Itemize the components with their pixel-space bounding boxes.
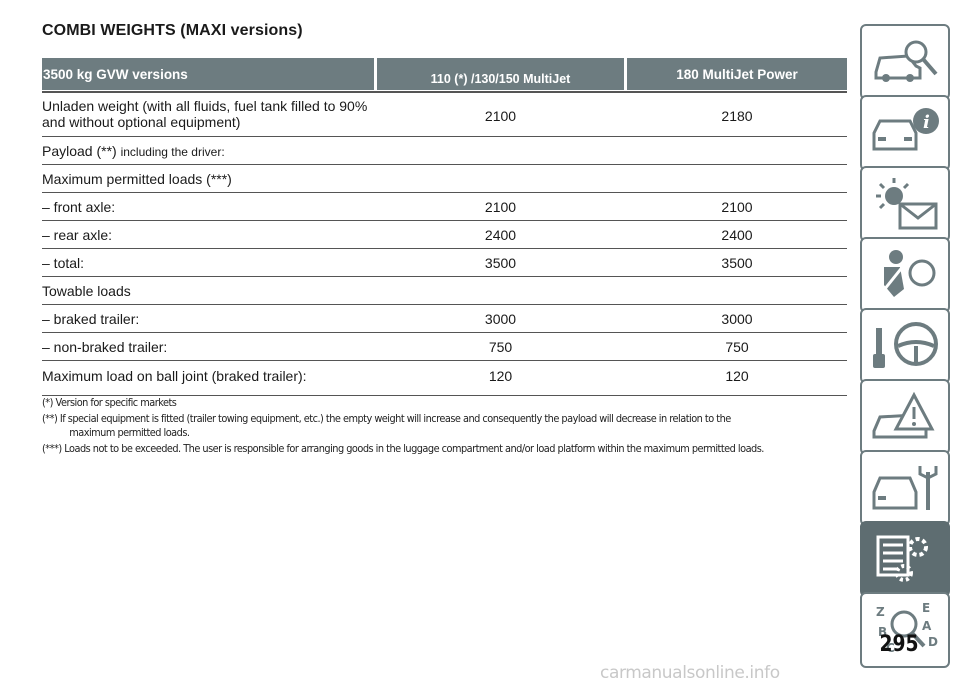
svg-text:A: A — [922, 619, 932, 633]
tab-car-info[interactable]: i — [860, 95, 950, 171]
tab-technical-data[interactable] — [860, 521, 950, 597]
row-value: 120 — [488, 368, 513, 384]
car-warning-icon — [872, 391, 935, 439]
footnote: (*) Version for specific markets — [42, 397, 177, 409]
row-label: – total: — [42, 255, 85, 271]
svg-text:D: D — [928, 635, 938, 649]
table-row: – total: 3500 3500 — [42, 249, 847, 277]
header-multijet-180: 180 MultiJet Power — [627, 58, 847, 90]
row-value: 3500 — [484, 255, 517, 271]
row-value: 2100 — [721, 199, 753, 215]
footnote: (**) If special equipment is fitted (tra… — [42, 413, 731, 426]
row-label: – braked trailer: — [42, 311, 140, 327]
warning-light-envelope-icon — [876, 178, 938, 230]
row-value: 3000 — [721, 311, 753, 327]
row-value: 120 — [725, 368, 749, 384]
row-label: – non-braked trailer: — [42, 339, 168, 355]
row-label: Payload (**) including the driver: — [42, 143, 372, 159]
table-row: – front axle: 2100 2100 — [42, 193, 847, 221]
row-label: Maximum load on ball joint (braked trail… — [42, 368, 307, 384]
car-info-icon: i — [872, 108, 939, 151]
row-label-note: including the driver: — [120, 145, 225, 159]
row-value: 750 — [488, 339, 513, 355]
footnote-continuation: maximum permitted loads. — [69, 427, 190, 440]
row-label: Unladen weight (with all fluids, fuel ta… — [42, 98, 368, 130]
tab-servicing[interactable] — [860, 450, 950, 526]
row-value: 2180 — [721, 108, 753, 124]
row-label-main: Payload (**) — [42, 143, 117, 159]
header-rule — [42, 91, 847, 93]
table-row: Unladen weight (with all fluids, fuel ta… — [42, 93, 847, 137]
footnotes: (*) Version for specific markets (**) If… — [42, 396, 803, 459]
tab-car-search[interactable] — [860, 24, 950, 100]
tab-safety[interactable] — [860, 237, 950, 313]
row-value: 2100 — [484, 108, 517, 124]
table-row: Maximum permitted loads (***) — [42, 165, 847, 193]
footnote: (***) Loads not to be exceeded. The user… — [42, 443, 764, 456]
table-row: Maximum load on ball joint (braked trail… — [42, 361, 847, 396]
car-search-icon — [874, 40, 938, 82]
header-gvw-versions: 3500 kg GVW versions — [42, 58, 374, 90]
svg-text:Z: Z — [876, 605, 885, 619]
steering-key-icon — [873, 322, 938, 368]
page-title: COMBI WEIGHTS (MAXI versions) — [42, 22, 303, 39]
row-value: 750 — [725, 339, 749, 355]
watermark: carmanualsonline.info — [600, 663, 780, 683]
tab-warning-lights[interactable] — [860, 166, 950, 242]
row-label: Maximum permitted loads (***) — [42, 171, 232, 187]
svg-text:B: B — [878, 625, 887, 639]
tab-starting-driving[interactable] — [860, 308, 950, 384]
table-row: Payload (**) including the driver: — [42, 137, 847, 165]
header-multijet-110: 110 (*) /130/150 MultiJet — [377, 58, 624, 90]
svg-text:i: i — [923, 112, 930, 133]
row-label: Towable loads — [42, 283, 131, 299]
weights-table: Unladen weight (with all fluids, fuel ta… — [42, 93, 847, 396]
seat-airbag-icon — [878, 250, 936, 297]
alphabetical-index-icon: Z EA BC D — [876, 601, 938, 655]
row-value: 2400 — [721, 227, 753, 243]
row-label: – rear axle: — [42, 227, 113, 243]
row-value: 3000 — [484, 311, 517, 327]
tab-emergency[interactable] — [860, 379, 950, 455]
svg-text:E: E — [922, 601, 930, 615]
table-row: – non-braked trailer: 750 750 — [42, 333, 847, 361]
row-value: 3500 — [721, 255, 753, 271]
table-row: – rear axle: 2400 2400 — [42, 221, 847, 249]
table-row: – braked trailer: 3000 3000 — [42, 305, 847, 333]
table-header: 3500 kg GVW versions 110 (*) /130/150 Mu… — [42, 58, 847, 90]
car-wrench-icon — [872, 466, 938, 510]
page-number: 295 — [879, 632, 919, 657]
svg-text:C: C — [886, 641, 895, 655]
table-row: Towable loads — [42, 277, 847, 305]
technical-data-icon — [876, 535, 928, 582]
row-label: – front axle: — [42, 199, 116, 215]
row-value: 2400 — [484, 227, 517, 243]
row-value: 2100 — [484, 199, 517, 215]
